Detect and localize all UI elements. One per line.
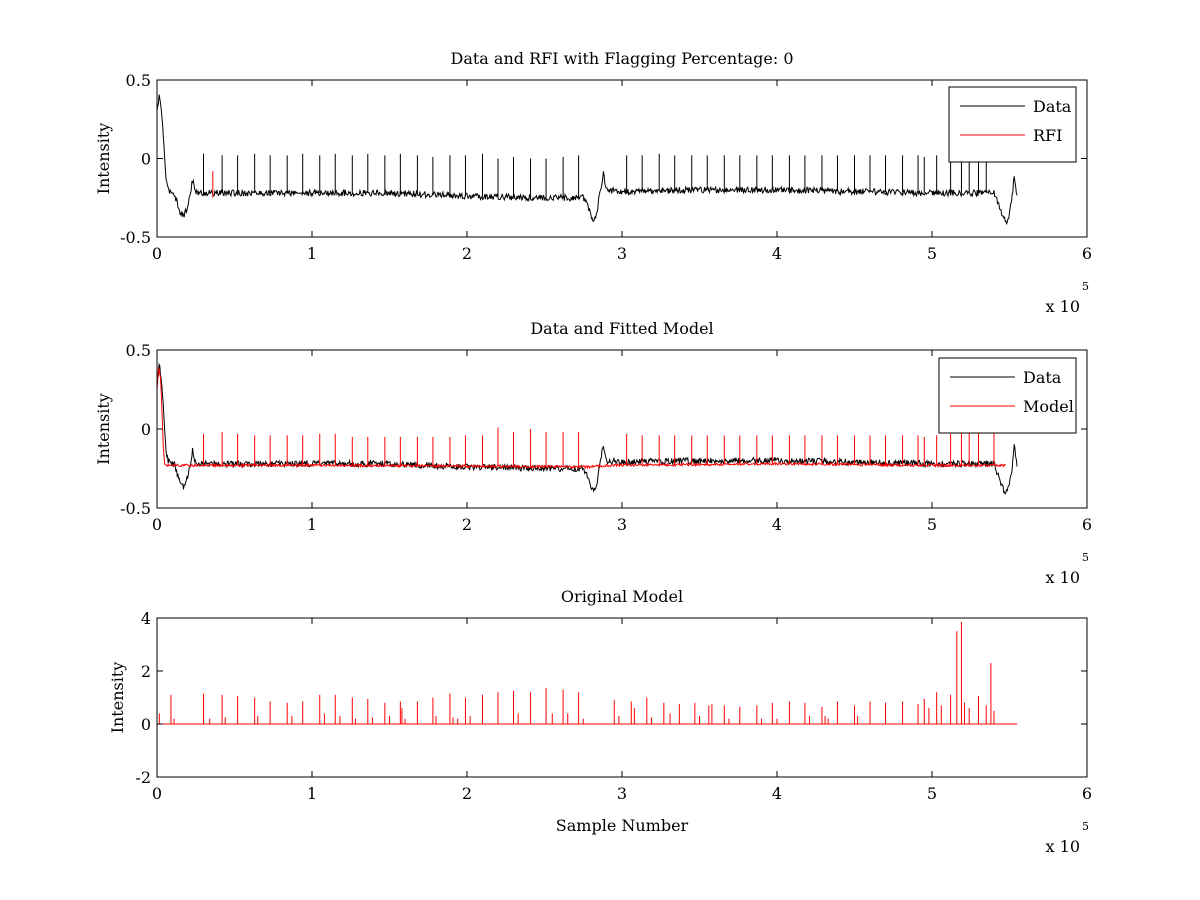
legend-box [938,357,1077,434]
x-tick-label: 1 [307,784,317,803]
y-axis-label: Intensity [94,123,113,195]
x-multiplier-base: x 10 [1046,297,1080,316]
x-tick-label: 2 [462,784,472,803]
x-multiplier-exponent: 5 [1082,551,1089,564]
legend-label-rfi: RFI [1033,126,1062,145]
y-tick-label: 2 [141,662,151,681]
series-line [156,94,1018,226]
y-tick-label: 0 [141,420,151,439]
x-multiplier-exponent: 5 [1082,280,1089,293]
x-tick-label: 1 [307,515,317,534]
x-tick-label: 6 [1082,515,1092,534]
x-tick-label: 0 [152,784,162,803]
legend-label-model: Model [1023,397,1074,416]
x-axis-label: Sample Number [556,816,689,835]
x-tick-label: 5 [927,784,937,803]
y-tick-label: -0.5 [120,228,151,247]
x-tick-label: 3 [617,515,627,534]
y-axis-label: Intensity [94,393,113,465]
y-tick-label: 0 [141,715,151,734]
plot-area [157,618,1087,777]
x-tick-label: 0 [152,515,162,534]
y-tick-label: -2 [135,768,151,787]
x-tick-label: 0 [152,244,162,263]
x-tick-label: 6 [1082,244,1092,263]
x-tick-label: 1 [307,244,317,263]
y-tick-label: 0.5 [126,71,151,90]
x-tick-label: 2 [462,244,472,263]
legend-label-data: Data [1023,368,1062,387]
x-tick-label: 3 [617,244,627,263]
x-tick-label: 6 [1082,784,1092,803]
plot-area [157,350,1087,508]
x-tick-label: 5 [927,515,937,534]
x-tick-label: 4 [772,515,782,534]
chart-title: Data and Fitted Model [530,319,713,338]
x-tick-label: 4 [772,784,782,803]
x-multiplier-base: x 10 [1046,837,1080,856]
y-tick-label: 0.5 [126,341,151,360]
chart-title: Data and RFI with Flagging Percentage: 0 [450,49,793,68]
legend: Data Model [938,357,1077,434]
x-tick-label: 5 [927,244,937,263]
y-axis-label: Intensity [108,662,127,734]
y-tick-label: 4 [141,609,151,628]
series-line [156,366,1007,470]
plot-area [157,80,1087,237]
series-model-3 [158,621,1018,725]
chart-title: Original Model [561,587,683,606]
legend: Data RFI [948,86,1077,163]
series-data-1 [156,94,1018,226]
x-tick-label: 2 [462,515,472,534]
legend-box [948,86,1077,163]
x-tick-label: 4 [772,244,782,263]
legend-label-data: Data [1033,97,1072,116]
x-multiplier-exponent: 5 [1082,820,1089,833]
y-tick-label: 0 [141,150,151,169]
y-tick-label: -0.5 [120,499,151,518]
x-multiplier-base: x 10 [1046,568,1080,587]
x-tick-label: 3 [617,784,627,803]
